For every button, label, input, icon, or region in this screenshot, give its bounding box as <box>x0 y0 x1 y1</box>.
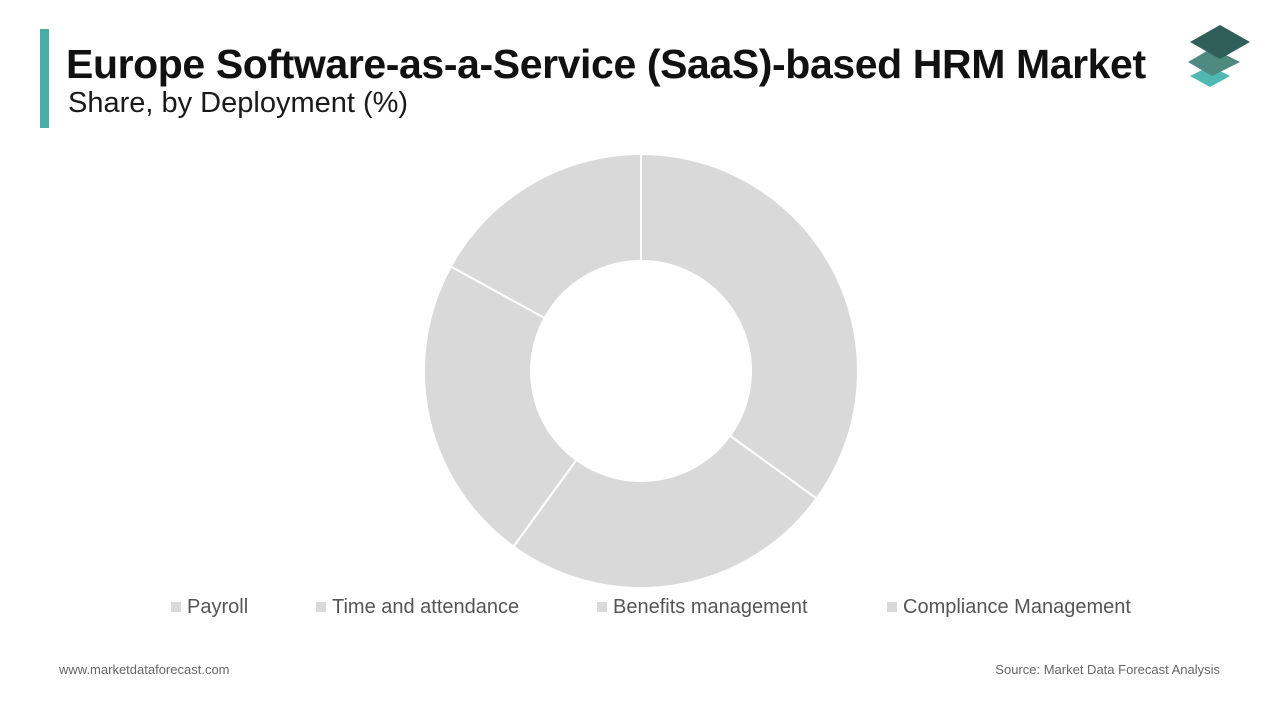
logo-layer-middle <box>1188 48 1240 76</box>
legend-label: Payroll <box>187 596 249 618</box>
title-accent-bar <box>40 29 49 128</box>
legend-item: Compliance Management <box>887 594 1131 620</box>
legend-swatch <box>887 602 897 612</box>
legend-label: Compliance Management <box>903 596 1131 618</box>
donut-slice-benefits-management <box>423 265 578 548</box>
logo-layer-top <box>1190 25 1250 59</box>
legend-label: Benefits management <box>613 596 808 618</box>
chart-legend: Payroll Time and attendance Benefits manag… <box>0 594 1280 620</box>
legend-item: Time and attendance <box>316 594 519 620</box>
legend-item: Benefits management <box>597 594 808 620</box>
legend-swatch <box>316 602 326 612</box>
donut-chart <box>423 152 859 589</box>
legend-item: Payroll <box>171 594 248 620</box>
legend-swatch <box>171 602 181 612</box>
donut-slice-time-and-attendance <box>512 434 818 589</box>
donut-slice-payroll <box>640 152 859 500</box>
source-note: Source: Market Data Forecast Analysis <box>995 662 1220 677</box>
stacked-layers-icon <box>1188 25 1250 87</box>
chart-title: Europe Software-as-a-Service (SaaS)-base… <box>66 41 1146 87</box>
chart-subtitle: Share, by Deployment (%) <box>68 87 409 119</box>
donut-slice-compliance-management <box>449 152 642 320</box>
website-url: www.marketdataforecast.com <box>59 662 230 677</box>
legend-label: Time and attendance <box>332 596 520 618</box>
legend-swatch <box>597 602 607 612</box>
